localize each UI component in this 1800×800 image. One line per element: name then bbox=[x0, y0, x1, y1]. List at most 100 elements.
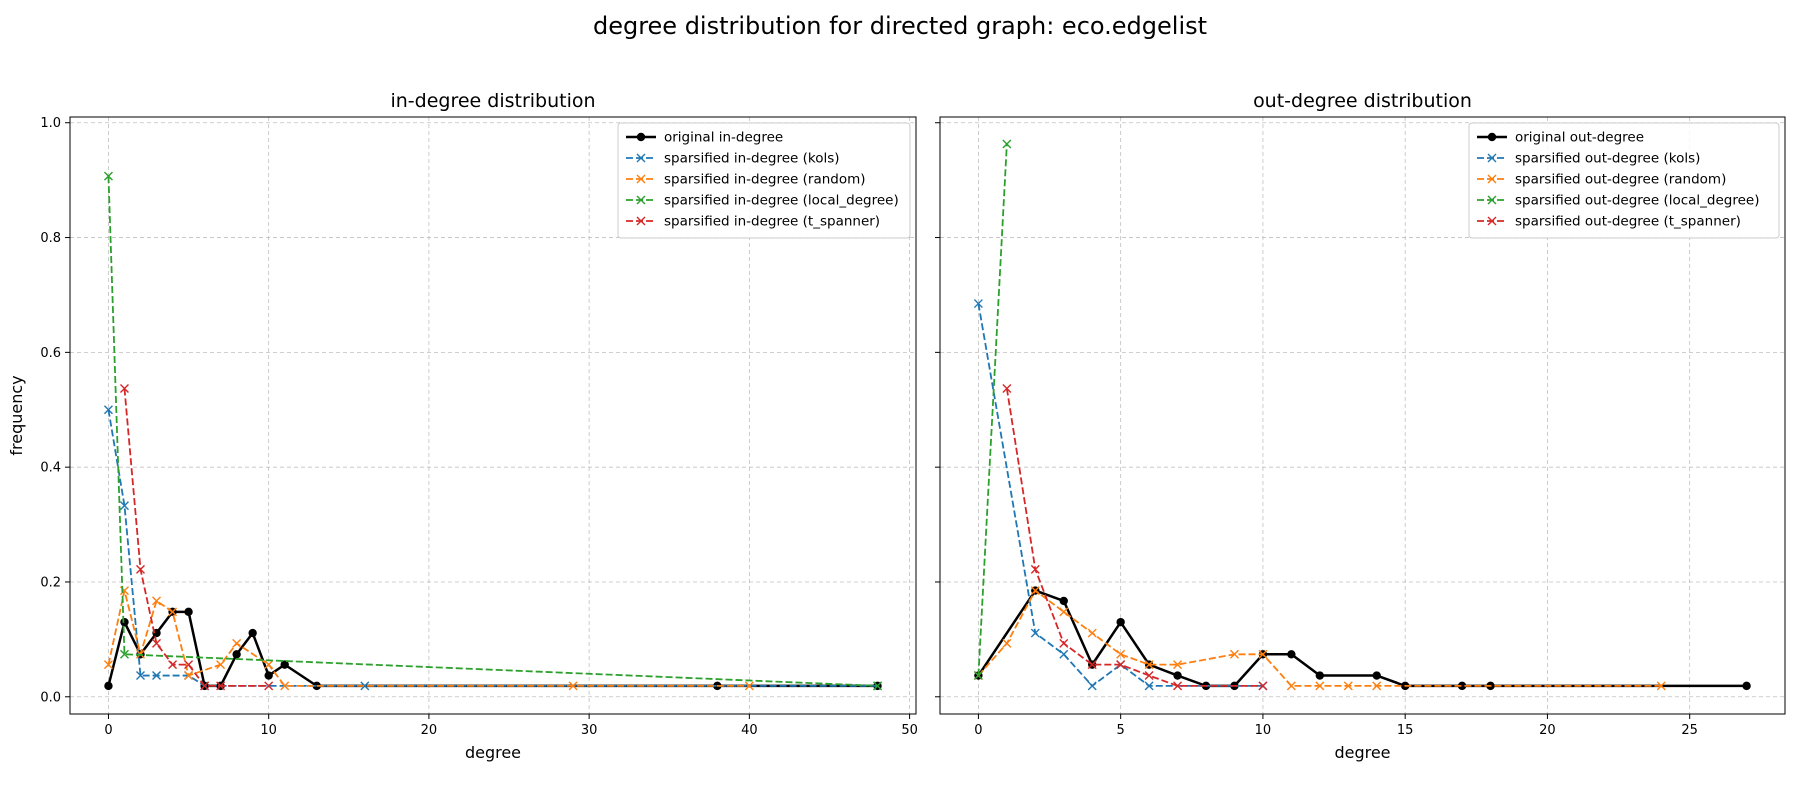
chart1-xtick-label-1: 5 bbox=[1117, 723, 1125, 738]
chart1-legend-label-4: sparsified out-degree (t_spanner) bbox=[1515, 214, 1741, 230]
chart0-legend: original in-degree sparsified in-degree (… bbox=[617, 122, 911, 239]
chart1-series-2-point-4 bbox=[1087, 628, 1097, 638]
chart0-legend-label-0: original in-degree bbox=[664, 130, 783, 146]
chart1-xtick-label-5: 25 bbox=[1681, 723, 1698, 738]
chart1-series-4-point-2 bbox=[1059, 638, 1069, 648]
figure-title: degree distribution for directed graph: … bbox=[593, 12, 1207, 40]
chart1-series-2-point-9 bbox=[1258, 649, 1268, 659]
chart1-xlabel: degree bbox=[1334, 743, 1390, 762]
chart1-series-2-point-3 bbox=[1059, 607, 1069, 617]
chart0-xlabel: degree bbox=[465, 743, 521, 762]
chart1-series-0-point-11 bbox=[1315, 671, 1325, 680]
chart1-series-3-line bbox=[977, 143, 1008, 676]
chart0-series-2-line bbox=[107, 589, 750, 687]
chart1-legend-marker-3 bbox=[1487, 195, 1497, 205]
chart0-series-3-point-0 bbox=[103, 171, 113, 181]
chart0-series-4-point-6 bbox=[216, 681, 226, 691]
chart0-series-1-point-0 bbox=[103, 405, 113, 415]
chart1-series-2-point-1 bbox=[1002, 638, 1012, 648]
chart1-series-2-point-13 bbox=[1372, 681, 1382, 691]
chart0-ytick-label-3: 0.6 bbox=[40, 346, 61, 361]
chart1-series-2-point-7 bbox=[1173, 660, 1183, 670]
chart0-series-2-point-8 bbox=[264, 660, 274, 670]
chart1-series-1-point-0 bbox=[973, 299, 983, 309]
chart1-xtick-label-2: 10 bbox=[1255, 723, 1272, 738]
chart0-series-1-point-6 bbox=[360, 681, 370, 691]
chart0-ytick-label-4: 0.8 bbox=[40, 231, 61, 246]
chart1-series-2-point-12 bbox=[1343, 681, 1353, 691]
chart0-series-3-line bbox=[107, 176, 878, 687]
chart0-series-4-point-4 bbox=[184, 660, 194, 670]
chart0-axes-frame bbox=[69, 116, 917, 715]
chart0-legend-label-4: sparsified in-degree (t_spanner) bbox=[664, 214, 880, 230]
chart1-legend-label-3: sparsified out-degree (local_degree) bbox=[1515, 193, 1760, 209]
chart1-series-0-point-16 bbox=[1742, 681, 1751, 691]
chart0-legend-marker-4 bbox=[636, 216, 646, 226]
chart0-series-0-point-12 bbox=[312, 681, 321, 691]
chart1-series-2-line bbox=[977, 589, 1662, 687]
chart0-series-2-point-4 bbox=[168, 607, 178, 617]
chart0-series-0-point-0 bbox=[104, 681, 113, 691]
chart1-legend-marker-2 bbox=[1487, 174, 1497, 184]
chart0-series-1-point-2 bbox=[136, 671, 145, 681]
chart1-legend-label-2: sparsified out-degree (random) bbox=[1515, 172, 1726, 188]
chart1-series-4-point-0 bbox=[1002, 384, 1012, 394]
chart0-series-4-point-0 bbox=[119, 384, 129, 394]
chart0-xtick-label-1: 10 bbox=[260, 723, 277, 738]
chart0-series-0-point-5 bbox=[184, 607, 193, 617]
chart0-series-2-point-5 bbox=[184, 671, 194, 681]
chart1-series-4-line bbox=[1005, 388, 1263, 687]
chart0-series-4-point-5 bbox=[200, 681, 210, 691]
chart0-ytick-label-2: 0.4 bbox=[40, 461, 61, 476]
chart1-legend-marker-4 bbox=[1487, 216, 1497, 226]
chart0-series-0-point-10 bbox=[264, 671, 273, 680]
chart1-legend: original out-degree sparsified out-degree… bbox=[1468, 122, 1780, 239]
chart0-xtick-label-4: 40 bbox=[741, 723, 758, 738]
chart0-series-0-point-1 bbox=[120, 617, 129, 627]
chart0-legend-box bbox=[617, 122, 911, 239]
chart0-series-2-point-10 bbox=[568, 681, 578, 691]
chart0-ytick-label-5: 1.0 bbox=[40, 116, 61, 131]
chart1-series-1-point-3 bbox=[1087, 681, 1097, 691]
chart1-series-0-point-2 bbox=[1059, 596, 1068, 606]
chart0-series-2-point-9 bbox=[280, 681, 290, 691]
chart0-series-0-point-11 bbox=[280, 660, 289, 669]
chart0-ylabel: frequency bbox=[7, 375, 26, 455]
chart0-series-0-point-9 bbox=[248, 628, 257, 638]
chart0-ytick-label-0: 0.0 bbox=[40, 690, 61, 705]
chart0-legend-marker-2 bbox=[636, 174, 646, 184]
chart1-series-1-point-5 bbox=[1144, 681, 1154, 691]
chart0-series-3-point-1 bbox=[119, 649, 129, 659]
chart1-series-2-point-2 bbox=[1030, 586, 1040, 596]
chart0-xtick-label-0: 0 bbox=[104, 723, 112, 738]
chart1-series-2-point-6 bbox=[1144, 660, 1154, 670]
chart1-series-3-point-1 bbox=[1002, 139, 1012, 149]
chart0-series-2-point-3 bbox=[152, 596, 162, 606]
chart1-xtick-label-0: 0 bbox=[974, 723, 982, 738]
chart1-series-3-point-0 bbox=[973, 671, 983, 681]
chart1-series-0-point-12 bbox=[1372, 671, 1381, 680]
chart0-series-2-point-6 bbox=[216, 660, 226, 670]
chart0-xtick-label-3: 30 bbox=[581, 723, 598, 738]
chart1-series-0-point-4 bbox=[1116, 617, 1125, 627]
chart0-series-3-point-2 bbox=[873, 681, 883, 691]
chart1-xtick-label-3: 15 bbox=[1397, 723, 1414, 738]
chart0-title: in-degree distribution bbox=[390, 90, 595, 112]
chart1-legend-label-1: sparsified out-degree (kols) bbox=[1515, 151, 1700, 167]
chart1-series-4-point-5 bbox=[1144, 671, 1154, 681]
chart1-axes-frame bbox=[939, 116, 1786, 715]
chart1-series-0-point-10 bbox=[1287, 650, 1296, 659]
chart0-xtick-label-5: 50 bbox=[901, 723, 918, 738]
chart0-legend-label-2: sparsified in-degree (random) bbox=[664, 172, 866, 188]
chart0-legend-label-3: sparsified in-degree (local_degree) bbox=[664, 193, 899, 209]
chart1-series-0-point-6 bbox=[1173, 671, 1182, 680]
in-degree-chart: 0 10 20 30 40 50 0.0 0.2 0.4 0.6 0.8 1.0 in-degree d… bbox=[7, 90, 918, 762]
chart1-series-2-point-5 bbox=[1116, 649, 1126, 659]
chart1-series-0-point-14 bbox=[1457, 681, 1467, 691]
chart0-series-0-point-8 bbox=[232, 650, 241, 659]
chart1-series-4-point-1 bbox=[1030, 564, 1040, 574]
chart0-xtick-label-2: 20 bbox=[421, 723, 438, 738]
chart0-series-4-point-2 bbox=[152, 638, 162, 648]
chart0-series-4-point-3 bbox=[168, 660, 178, 670]
chart1-series-4-point-3 bbox=[1087, 660, 1097, 670]
